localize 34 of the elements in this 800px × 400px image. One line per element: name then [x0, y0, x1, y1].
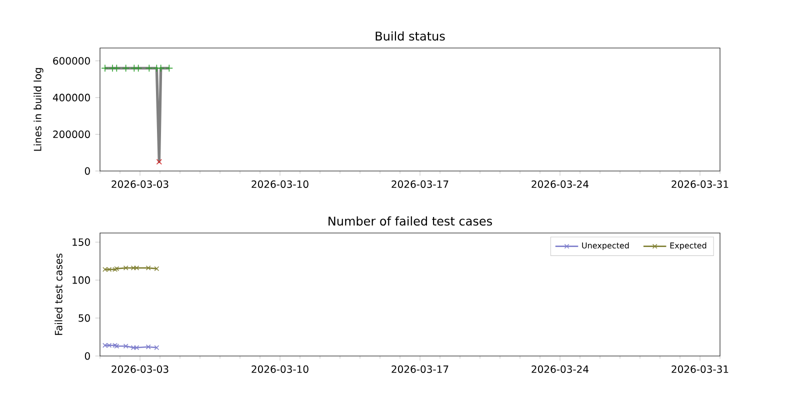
y-tick-label: 0	[84, 352, 90, 360]
y-tick-label: 100	[72, 276, 90, 284]
point	[130, 265, 136, 270]
x-tick-label: 2026-03-17	[392, 180, 448, 188]
chart-title: Number of failed test cases	[328, 216, 492, 226]
x-tick-label: 2026-03-10	[252, 365, 308, 373]
point	[146, 344, 151, 350]
legend-label: Unexpected	[582, 242, 629, 250]
y-axis-title: Failed test cases	[54, 254, 62, 335]
y-tick-label: 50	[78, 314, 90, 322]
point	[130, 345, 136, 350]
legend-label: Expected	[670, 242, 706, 250]
point	[154, 266, 160, 272]
point	[134, 345, 140, 350]
point	[134, 265, 140, 270]
y-tick-label: 150	[72, 238, 90, 246]
x-tick-label: 2026-03-24	[532, 365, 588, 373]
point	[123, 265, 128, 270]
x-tick-label: 2026-03-31	[672, 365, 728, 373]
y-tick-label: 600000	[53, 57, 90, 65]
point	[146, 265, 151, 270]
y-tick-label: 200000	[53, 130, 90, 138]
point	[154, 345, 160, 350]
x-tick-label: 2026-03-24	[532, 180, 588, 188]
y-axis-title: Lines in build log	[34, 68, 44, 151]
y-tick-label: 0	[84, 167, 90, 175]
x-tick-label: 2026-03-31	[672, 180, 728, 188]
x-tick-label: 2026-03-10	[252, 180, 308, 188]
y-tick-label: 400000	[52, 94, 90, 102]
point	[123, 344, 128, 349]
x-tick-label: 2026-03-03	[112, 365, 168, 373]
x-tick-label: 2026-03-17	[392, 365, 448, 373]
x-tick-label: 2026-03-03	[112, 180, 168, 188]
chart-title: Build status	[376, 31, 445, 41]
